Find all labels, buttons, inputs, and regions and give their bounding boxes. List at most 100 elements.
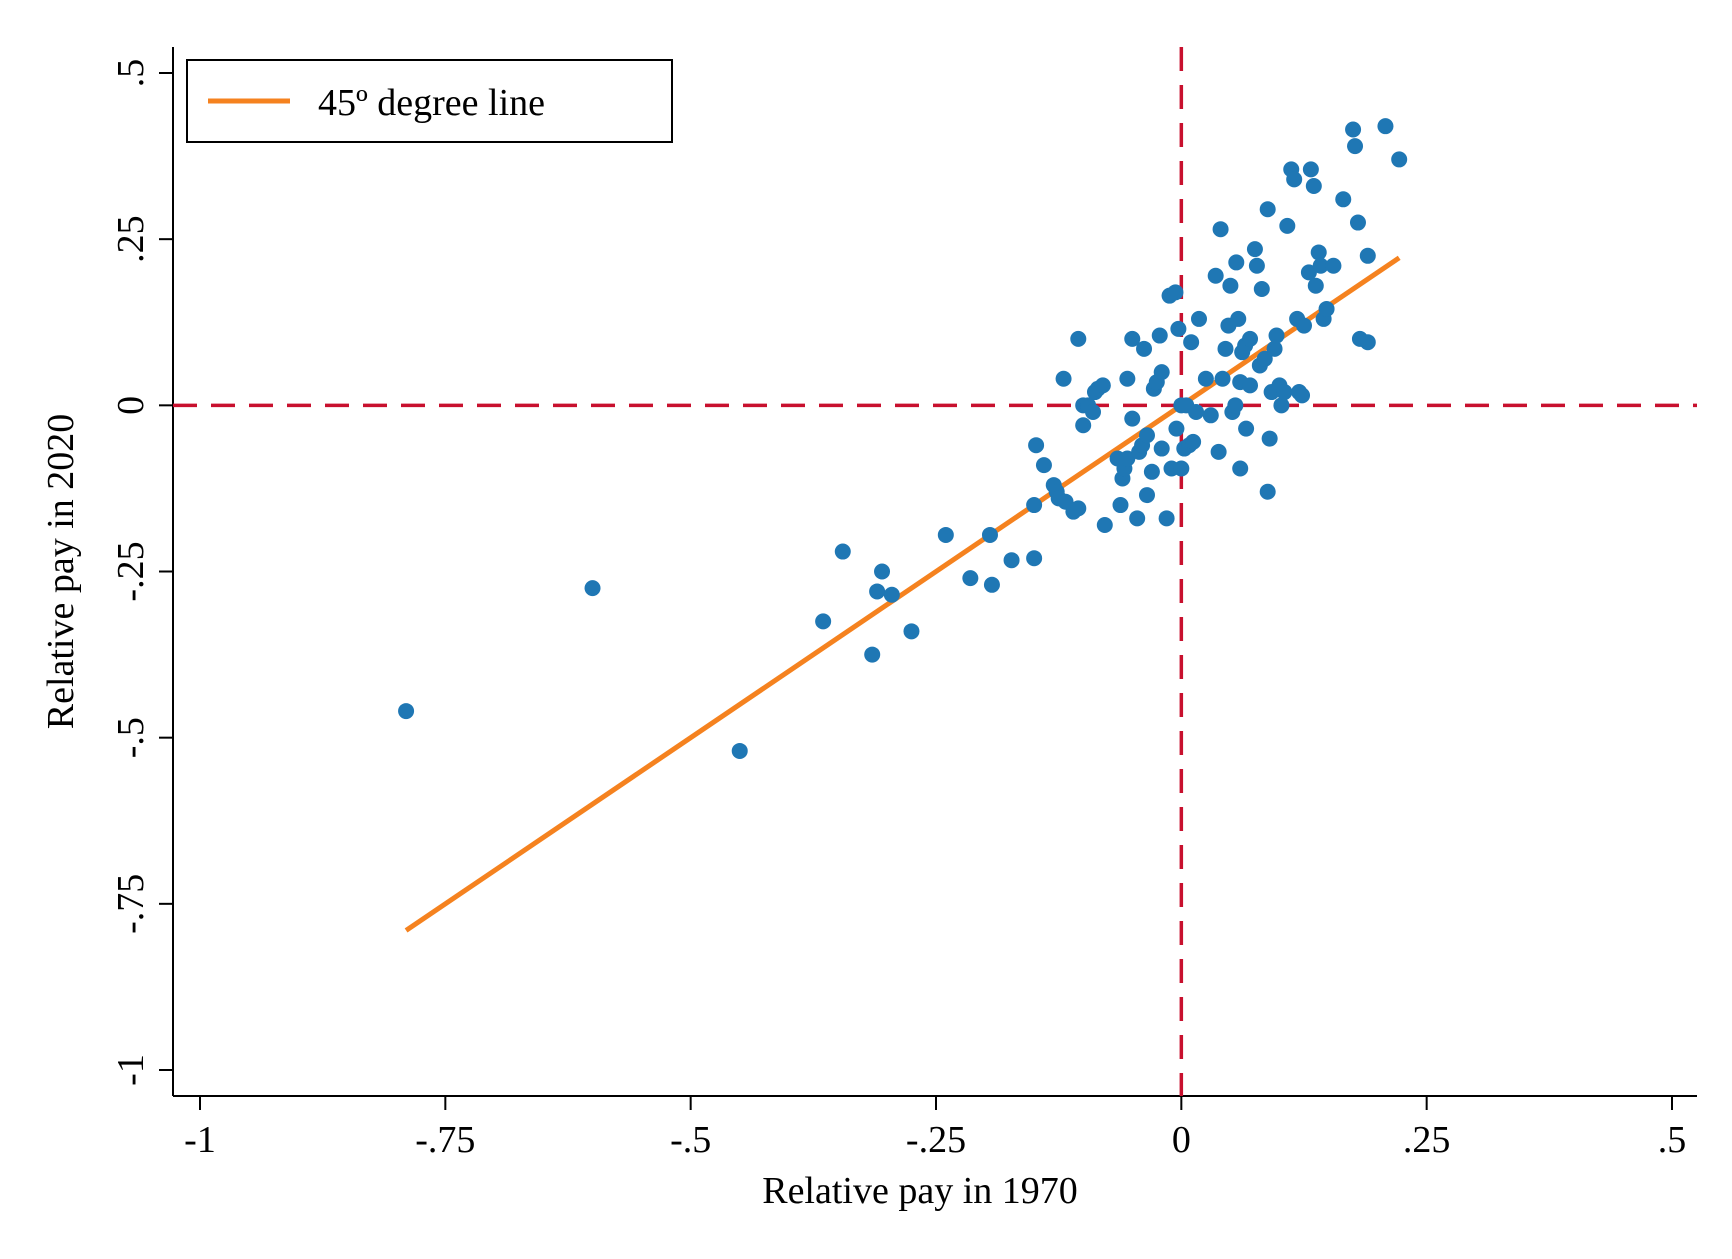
scatter-point xyxy=(1028,437,1045,454)
scatter-point xyxy=(1167,284,1184,301)
scatter-point xyxy=(1096,516,1113,533)
scatter-point xyxy=(1214,370,1231,387)
scatter-point xyxy=(864,646,881,663)
scatter-point xyxy=(1136,340,1153,357)
scatter-point xyxy=(1190,310,1207,327)
scatter-point xyxy=(731,742,748,759)
scatter-point xyxy=(1228,254,1245,271)
scatter-point xyxy=(1273,397,1290,414)
scatter-point xyxy=(1391,151,1408,168)
scatter-point xyxy=(1075,417,1092,434)
y-tick-label: -.25 xyxy=(110,541,152,601)
scatter-point xyxy=(1248,257,1265,274)
scatter-point xyxy=(1210,443,1227,460)
scatter-point xyxy=(1003,552,1020,569)
scatter-point xyxy=(1259,201,1276,218)
scatter-point xyxy=(1359,247,1376,264)
scatter-point xyxy=(962,570,979,587)
scatter-point xyxy=(834,543,851,560)
scatter-point xyxy=(1151,327,1168,344)
reference-lines xyxy=(173,47,1697,1096)
scatter-point xyxy=(1094,377,1111,394)
y-tick-label: .5 xyxy=(110,59,152,88)
x-tick-label: 0 xyxy=(1172,1119,1191,1161)
scatter-point xyxy=(883,586,900,603)
legend: 45º degree line xyxy=(186,59,673,143)
scatter-point xyxy=(1349,214,1366,231)
scatter-point xyxy=(1286,171,1303,188)
line-series xyxy=(404,255,1401,933)
scatter-point xyxy=(1279,217,1296,234)
scatter-point xyxy=(1266,340,1283,357)
scatter-points xyxy=(398,118,1408,759)
scatter-point xyxy=(1222,277,1239,294)
scatter-point xyxy=(1119,450,1136,467)
axes: -1 -.75 -.5 -.25 0 .25 .5 -1 -.75 -.5 -.25 0 .25 .5 xyxy=(110,47,1697,1161)
scatter-point xyxy=(1242,330,1259,347)
scatter-point xyxy=(1197,370,1214,387)
scatter-point xyxy=(1259,483,1276,500)
scatter-point xyxy=(1112,497,1129,514)
scatter-point xyxy=(1307,277,1324,294)
y-tick-label: -.5 xyxy=(110,717,152,758)
scatter-point xyxy=(1347,138,1364,155)
scatter-point xyxy=(1246,241,1263,258)
scatter-point xyxy=(1055,370,1072,387)
scatter-point xyxy=(1026,497,1043,514)
scatter-point xyxy=(815,613,832,630)
axis-labels: Relative pay in 1970 Relative pay in 202… xyxy=(40,414,1078,1212)
scatter-point xyxy=(903,623,920,640)
scatter-point xyxy=(1143,463,1160,480)
x-tick-label: .25 xyxy=(1403,1119,1451,1161)
scatter-point xyxy=(983,576,1000,593)
scatter-point xyxy=(1070,500,1087,517)
scatter-point xyxy=(1188,403,1205,420)
scatter-point xyxy=(1070,330,1087,347)
scatter-point xyxy=(1227,397,1244,414)
series-line-45-degree xyxy=(404,255,1401,933)
scatter-point xyxy=(1377,118,1394,135)
scatter-point xyxy=(1294,387,1311,404)
x-tick-label: -.5 xyxy=(670,1119,711,1161)
scatter-point xyxy=(1256,350,1273,367)
scatter-point xyxy=(1170,320,1187,337)
scatter-point xyxy=(1359,334,1376,351)
x-tick-label: -.25 xyxy=(906,1119,966,1161)
scatter-point xyxy=(1318,300,1335,317)
scatter-point xyxy=(1312,257,1329,274)
scatter-point xyxy=(869,583,886,600)
scatter-point xyxy=(1217,340,1234,357)
scatter-point xyxy=(1276,384,1293,401)
scatter-point xyxy=(1026,550,1043,567)
x-tick-label: -.75 xyxy=(415,1119,475,1161)
scatter-point xyxy=(584,580,601,597)
scatter-point xyxy=(1173,460,1190,477)
scatter-point xyxy=(1238,420,1255,437)
scatter-point xyxy=(1183,334,1200,351)
x-tick-label: -1 xyxy=(184,1119,216,1161)
scatter-point xyxy=(1138,487,1155,504)
scatter-point xyxy=(1153,440,1170,457)
scatter-point xyxy=(1212,221,1229,238)
scatter-point xyxy=(1124,330,1141,347)
scatter-point xyxy=(981,526,998,543)
scatter-point xyxy=(1335,191,1352,208)
y-tick-label: 0 xyxy=(110,396,152,415)
scatter-point xyxy=(1345,121,1362,138)
scatter-point xyxy=(1242,377,1259,394)
scatter-point xyxy=(1325,257,1342,274)
scatter-point xyxy=(1138,427,1155,444)
scatter-point xyxy=(1202,407,1219,424)
scatter-point xyxy=(1119,370,1136,387)
y-axis-title: Relative pay in 2020 xyxy=(40,414,82,730)
scatter-point xyxy=(1207,267,1224,284)
scatter-point xyxy=(1129,510,1146,527)
scatter-point xyxy=(1310,244,1327,261)
scatter-point xyxy=(1085,403,1102,420)
scatter-point xyxy=(1232,460,1249,477)
y-tick-label: .25 xyxy=(110,215,152,263)
scatter-point xyxy=(1268,327,1285,344)
scatter-point xyxy=(1168,420,1185,437)
scatter-point xyxy=(1302,161,1319,178)
scatter-point xyxy=(1035,457,1052,474)
